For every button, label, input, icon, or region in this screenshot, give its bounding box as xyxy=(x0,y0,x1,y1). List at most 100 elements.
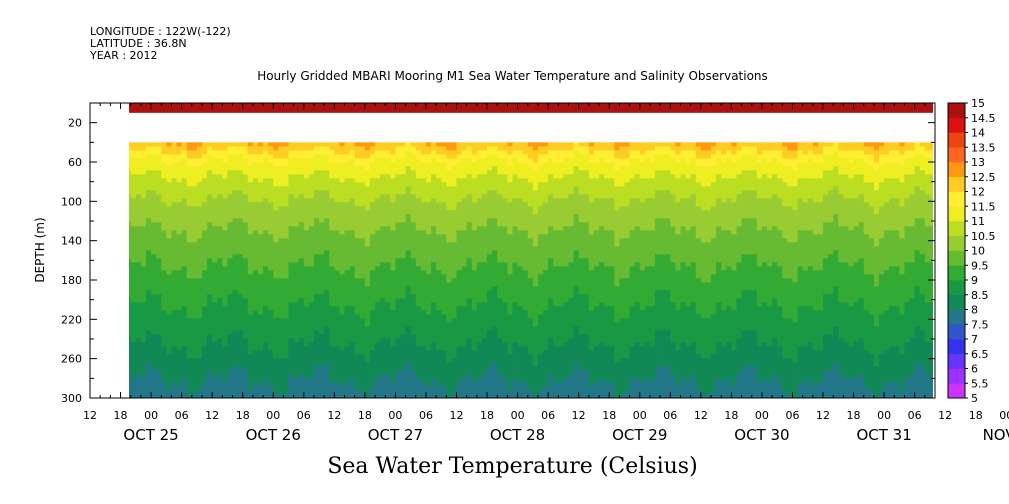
temperature-cell xyxy=(288,154,295,159)
temperature-cell xyxy=(481,214,488,219)
temperature-cell xyxy=(129,390,132,395)
temperature-cell xyxy=(308,330,315,335)
temperature-cell xyxy=(492,162,498,167)
temperature-cell xyxy=(121,214,127,219)
temperature-cell xyxy=(156,234,162,239)
temperature-cell xyxy=(471,222,478,227)
temperature-cell xyxy=(293,226,300,231)
temperature-cell xyxy=(166,362,173,367)
temperature-cell xyxy=(176,266,183,271)
temperature-cell xyxy=(176,214,183,219)
temperature-cell xyxy=(161,310,167,315)
temperature-cell xyxy=(359,326,366,331)
temperature-cell xyxy=(196,390,203,395)
temperature-cell xyxy=(273,250,279,255)
temperature-cell xyxy=(207,282,213,287)
temperature-cell xyxy=(222,330,229,335)
temperature-cell xyxy=(252,214,259,219)
temperature-cell xyxy=(257,266,264,271)
temperature-cell xyxy=(420,294,427,299)
temperature-cell xyxy=(420,190,427,195)
temperature-cell xyxy=(135,378,142,383)
temperature-cell xyxy=(476,314,483,319)
temperature-cell xyxy=(130,182,137,187)
temperature-cell xyxy=(145,226,152,231)
temperature-cell xyxy=(252,374,259,379)
temperature-cell xyxy=(502,314,509,319)
temperature-cell xyxy=(140,346,147,351)
temperature-cell xyxy=(324,318,330,323)
temperature-cell xyxy=(263,230,269,235)
temperature-cell xyxy=(308,386,315,391)
temperature-cell xyxy=(512,194,519,199)
temperature-cell xyxy=(364,178,371,183)
temperature-cell xyxy=(431,258,437,263)
temperature-cell xyxy=(313,266,320,271)
temperature-cell xyxy=(263,154,269,159)
temperature-cell xyxy=(207,202,213,207)
temperature-cell xyxy=(268,266,274,271)
temperature-cell xyxy=(303,354,310,359)
temperature-cell xyxy=(466,342,473,347)
temperature-cell xyxy=(375,150,381,155)
temperature-cell xyxy=(436,158,442,163)
temperature-cell xyxy=(380,222,386,227)
temperature-cell xyxy=(247,342,254,347)
temperature-cell xyxy=(471,146,478,151)
temperature-cell xyxy=(410,214,417,219)
temperature-cell xyxy=(298,162,305,167)
temperature-cell xyxy=(364,326,371,331)
temperature-cell xyxy=(492,278,498,283)
temperature-cell xyxy=(278,338,285,343)
temperature-cell xyxy=(456,358,463,363)
temperature-cell xyxy=(151,378,157,383)
temperature-cell xyxy=(156,354,162,359)
temperature-cell xyxy=(166,226,173,231)
temperature-cell xyxy=(161,186,167,191)
temperature-cell xyxy=(481,322,488,327)
temperature-cell xyxy=(247,322,254,327)
temperature-cell xyxy=(288,242,295,247)
temperature-cell xyxy=(268,262,274,267)
temperature-cell xyxy=(288,206,295,211)
temperature-cell xyxy=(181,186,188,191)
temperature-cell xyxy=(237,330,244,335)
temperature-cell xyxy=(502,190,509,195)
temperature-cell xyxy=(395,242,402,247)
temperature-cell xyxy=(135,358,142,363)
temperature-cell xyxy=(502,338,509,343)
temperature-cell xyxy=(278,330,285,335)
temperature-cell xyxy=(441,338,447,343)
temperature-cell xyxy=(278,230,285,235)
temperature-cell xyxy=(502,342,509,347)
temperature-cell xyxy=(354,166,361,171)
temperature-cell xyxy=(252,378,259,383)
temperature-cell xyxy=(436,150,442,155)
temperature-cell xyxy=(319,294,325,299)
temperature-cell xyxy=(507,366,514,371)
temperature-cell xyxy=(319,242,325,247)
temperature-cell xyxy=(176,278,183,283)
temperature-cell xyxy=(329,190,335,195)
temperature-cell xyxy=(334,258,341,263)
temperature-cell xyxy=(349,250,356,255)
temperature-cell xyxy=(436,202,442,207)
temperature-cell xyxy=(156,142,162,147)
temperature-cell xyxy=(121,302,127,307)
temperature-cell xyxy=(181,322,188,327)
temperature-cell xyxy=(359,186,366,191)
temperature-cell xyxy=(140,158,147,163)
temperature-cell xyxy=(415,370,422,375)
temperature-cell xyxy=(283,246,290,251)
year-label: YEAR : 2012 xyxy=(90,49,158,62)
temperature-cell xyxy=(130,382,137,387)
temperature-cell xyxy=(151,318,157,323)
temperature-cell xyxy=(196,218,203,223)
temperature-cell xyxy=(497,270,503,275)
temperature-cell xyxy=(191,186,198,191)
temperature-cell xyxy=(212,218,218,223)
temperature-cell xyxy=(257,258,264,263)
temperature-cell xyxy=(212,386,218,391)
temperature-cell xyxy=(390,386,397,391)
temperature-cell xyxy=(487,346,493,351)
